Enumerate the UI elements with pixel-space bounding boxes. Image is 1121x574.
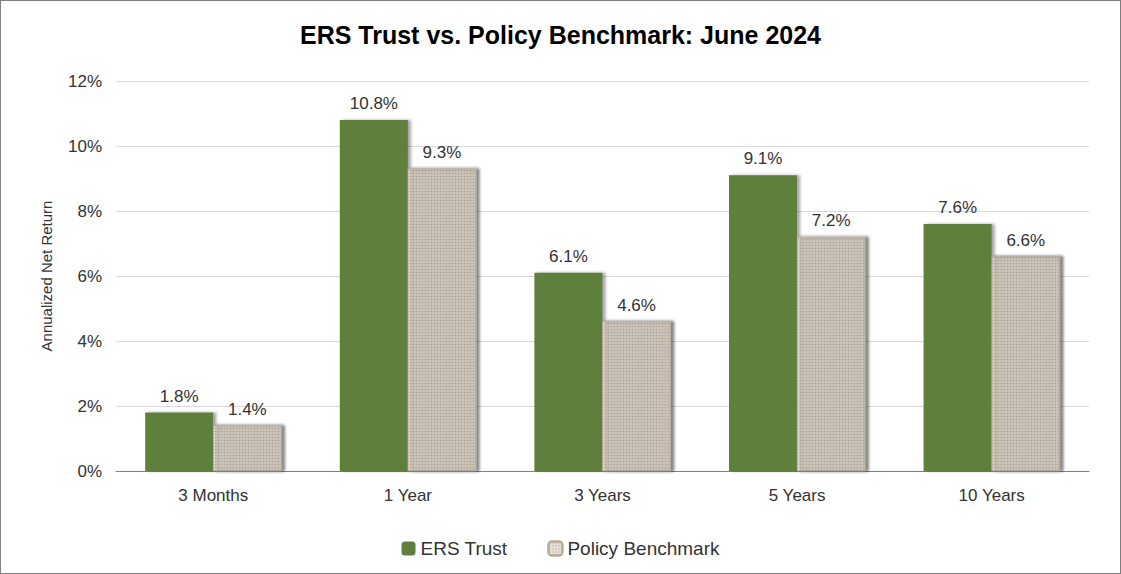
svg-text:4%: 4%	[77, 332, 102, 351]
svg-text:1.4%: 1.4%	[228, 400, 267, 419]
svg-text:1.8%: 1.8%	[160, 387, 199, 406]
svg-text:ERS Trust vs. Policy Benchmark: ERS Trust vs. Policy Benchmark: June 202…	[300, 21, 821, 49]
svg-text:6.6%: 6.6%	[1006, 231, 1045, 250]
svg-text:9.1%: 9.1%	[744, 149, 783, 168]
svg-text:3 Years: 3 Years	[574, 486, 631, 505]
svg-text:10 Years: 10 Years	[959, 486, 1025, 505]
svg-text:ERS Trust: ERS Trust	[421, 538, 508, 559]
svg-text:4.6%: 4.6%	[617, 296, 656, 315]
svg-text:8%: 8%	[77, 202, 102, 221]
svg-text:5 Years: 5 Years	[769, 486, 826, 505]
svg-text:6.1%: 6.1%	[549, 247, 588, 266]
svg-text:10.8%: 10.8%	[350, 94, 398, 113]
svg-text:Annualized Net Return: Annualized Net Return	[38, 201, 55, 352]
svg-text:7.6%: 7.6%	[938, 198, 977, 217]
svg-text:7.2%: 7.2%	[812, 211, 851, 230]
svg-text:12%: 12%	[68, 72, 102, 91]
svg-text:6%: 6%	[77, 267, 102, 286]
svg-text:1 Year: 1 Year	[384, 486, 433, 505]
svg-text:9.3%: 9.3%	[423, 143, 462, 162]
svg-text:10%: 10%	[68, 137, 102, 156]
svg-text:3 Months: 3 Months	[178, 486, 248, 505]
svg-text:Policy Benchmark: Policy Benchmark	[567, 538, 720, 559]
svg-text:0%: 0%	[77, 462, 102, 481]
svg-text:2%: 2%	[77, 397, 102, 416]
